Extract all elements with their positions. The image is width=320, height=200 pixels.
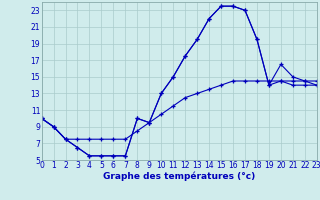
X-axis label: Graphe des températures (°c): Graphe des températures (°c) — [103, 172, 255, 181]
